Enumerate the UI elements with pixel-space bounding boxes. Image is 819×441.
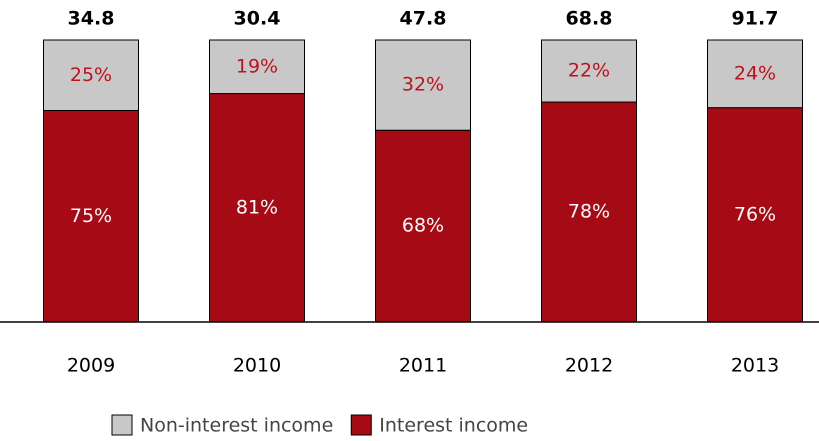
total-label: 34.8 xyxy=(68,8,115,30)
bar-segment xyxy=(707,39,803,109)
x-tick-label: 2011 xyxy=(399,355,447,377)
value-label: 25% xyxy=(70,64,112,86)
x-tick-label: 2012 xyxy=(565,355,613,377)
value-label: 22% xyxy=(568,60,610,82)
total-label: 47.8 xyxy=(400,8,447,30)
x-tick-label: 2009 xyxy=(67,355,115,377)
legend-label: Non-interest income xyxy=(140,415,333,437)
value-label: 32% xyxy=(402,74,444,96)
total-label: 68.8 xyxy=(566,8,613,30)
x-tick-label: 2013 xyxy=(731,355,779,377)
legend-label: Interest income xyxy=(379,415,528,437)
value-label: 24% xyxy=(734,62,776,84)
bar-segment xyxy=(43,110,139,323)
value-label: 78% xyxy=(568,201,610,223)
bar-segment xyxy=(43,39,139,111)
bar-segment xyxy=(375,129,471,323)
value-label: 19% xyxy=(236,55,278,77)
bar-segment xyxy=(541,39,637,103)
total-label: 91.7 xyxy=(732,8,779,30)
total-label: 30.4 xyxy=(234,8,281,30)
value-label: 68% xyxy=(402,215,444,237)
value-label: 76% xyxy=(734,203,776,225)
bar-segment xyxy=(209,39,305,95)
x-tick-label: 2010 xyxy=(233,355,281,377)
value-label: 81% xyxy=(236,196,278,218)
value-label: 75% xyxy=(70,205,112,227)
legend-swatch xyxy=(350,414,372,436)
legend-swatch xyxy=(111,414,133,436)
bar-segment xyxy=(375,39,471,131)
